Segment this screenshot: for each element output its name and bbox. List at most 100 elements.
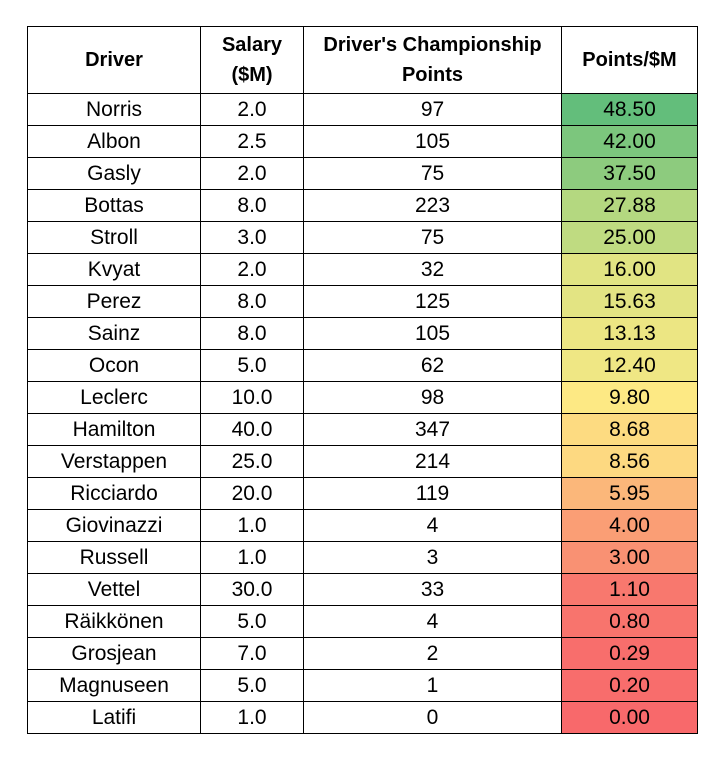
cell-ratio: 13.13: [561, 317, 698, 350]
table-row: Latifi 1.0 0 0.00: [27, 701, 698, 734]
cell-points: 98: [303, 381, 562, 414]
table-row: Gasly 2.0 75 37.50: [27, 157, 698, 190]
cell-salary: 1.0: [200, 701, 304, 734]
cell-salary: 2.0: [200, 93, 304, 126]
cell-salary: 5.0: [200, 669, 304, 702]
cell-driver: Grosjean: [27, 637, 201, 670]
cell-salary: 2.0: [200, 157, 304, 190]
cell-points: 3: [303, 541, 562, 574]
table-row: Räikkönen 5.0 4 0.80: [27, 605, 698, 638]
cell-ratio: 37.50: [561, 157, 698, 190]
cell-driver: Albon: [27, 125, 201, 158]
cell-driver: Ricciardo: [27, 477, 201, 510]
cell-driver: Giovinazzi: [27, 509, 201, 542]
cell-salary: 25.0: [200, 445, 304, 478]
header-points-line1: Driver's Championship: [323, 34, 542, 56]
cell-points: 75: [303, 221, 562, 254]
cell-driver: Gasly: [27, 157, 201, 190]
cell-ratio: 27.88: [561, 189, 698, 222]
cell-driver: Norris: [27, 93, 201, 126]
header-ratio: Points/$M: [561, 26, 698, 94]
cell-salary: 8.0: [200, 317, 304, 350]
cell-ratio: 0.20: [561, 669, 698, 702]
cell-salary: 7.0: [200, 637, 304, 670]
table-row: Albon 2.5 105 42.00: [27, 125, 698, 158]
cell-salary: 20.0: [200, 477, 304, 510]
cell-salary: 30.0: [200, 573, 304, 606]
cell-driver: Magnuseen: [27, 669, 201, 702]
header-points-line2: Points: [401, 64, 464, 86]
cell-ratio: 25.00: [561, 221, 698, 254]
cell-driver: Sainz: [27, 317, 201, 350]
table-row: Verstappen 25.0 214 8.56: [27, 445, 698, 478]
header-points: Driver's Championship Points: [303, 26, 562, 94]
cell-salary: 3.0: [200, 221, 304, 254]
cell-salary: 5.0: [200, 605, 304, 638]
table-row: Vettel 30.0 33 1.10: [27, 573, 698, 606]
cell-ratio: 0.29: [561, 637, 698, 670]
cell-ratio: 42.00: [561, 125, 698, 158]
cell-ratio: 9.80: [561, 381, 698, 414]
table-row: Hamilton 40.0 347 8.68: [27, 413, 698, 446]
cell-driver: Stroll: [27, 221, 201, 254]
cell-points: 119: [303, 477, 562, 510]
cell-driver: Verstappen: [27, 445, 201, 478]
table-row: Russell 1.0 3 3.00: [27, 541, 698, 574]
table-row: Kvyat 2.0 32 16.00: [27, 253, 698, 286]
cell-points: 347: [303, 413, 562, 446]
cell-salary: 2.5: [200, 125, 304, 158]
cell-points: 105: [303, 125, 562, 158]
cell-points: 4: [303, 509, 562, 542]
cell-driver: Räikkönen: [27, 605, 201, 638]
cell-points: 32: [303, 253, 562, 286]
cell-salary: 2.0: [200, 253, 304, 286]
cell-ratio: 8.68: [561, 413, 698, 446]
cell-points: 105: [303, 317, 562, 350]
driver-points-table: Driver Salary ($M) Driver's Championship…: [27, 26, 698, 734]
cell-driver: Bottas: [27, 189, 201, 222]
table-row: Stroll 3.0 75 25.00: [27, 221, 698, 254]
cell-ratio: 0.80: [561, 605, 698, 638]
cell-salary: 10.0: [200, 381, 304, 414]
header-salary-line1: Salary: [221, 34, 283, 56]
table-row: Magnuseen 5.0 1 0.20: [27, 669, 698, 702]
cell-salary: 8.0: [200, 285, 304, 318]
cell-salary: 1.0: [200, 509, 304, 542]
table-row: Norris 2.0 97 48.50: [27, 93, 698, 126]
table-row: Giovinazzi 1.0 4 4.00: [27, 509, 698, 542]
cell-points: 1: [303, 669, 562, 702]
cell-ratio: 3.00: [561, 541, 698, 574]
cell-ratio: 48.50: [561, 93, 698, 126]
cell-driver: Latifi: [27, 701, 201, 734]
cell-ratio: 5.95: [561, 477, 698, 510]
cell-ratio: 0.00: [561, 701, 698, 734]
cell-ratio: 4.00: [561, 509, 698, 542]
table-row: Leclerc 10.0 98 9.80: [27, 381, 698, 414]
cell-points: 223: [303, 189, 562, 222]
cell-driver: Leclerc: [27, 381, 201, 414]
cell-salary: 1.0: [200, 541, 304, 574]
cell-points: 214: [303, 445, 562, 478]
cell-points: 33: [303, 573, 562, 606]
cell-points: 0: [303, 701, 562, 734]
header-row: Driver Salary ($M) Driver's Championship…: [27, 26, 698, 94]
cell-driver: Vettel: [27, 573, 201, 606]
cell-driver: Hamilton: [27, 413, 201, 446]
cell-points: 75: [303, 157, 562, 190]
cell-driver: Kvyat: [27, 253, 201, 286]
cell-points: 62: [303, 349, 562, 382]
table-row: Ocon 5.0 62 12.40: [27, 349, 698, 382]
cell-ratio: 15.63: [561, 285, 698, 318]
cell-driver: Russell: [27, 541, 201, 574]
cell-ratio: 1.10: [561, 573, 698, 606]
cell-salary: 8.0: [200, 189, 304, 222]
cell-salary: 5.0: [200, 349, 304, 382]
cell-salary: 40.0: [200, 413, 304, 446]
header-driver: Driver: [27, 26, 201, 94]
header-salary: Salary ($M): [200, 26, 304, 94]
cell-ratio: 16.00: [561, 253, 698, 286]
table-row: Perez 8.0 125 15.63: [27, 285, 698, 318]
cell-points: 4: [303, 605, 562, 638]
cell-ratio: 12.40: [561, 349, 698, 382]
cell-driver: Ocon: [27, 349, 201, 382]
